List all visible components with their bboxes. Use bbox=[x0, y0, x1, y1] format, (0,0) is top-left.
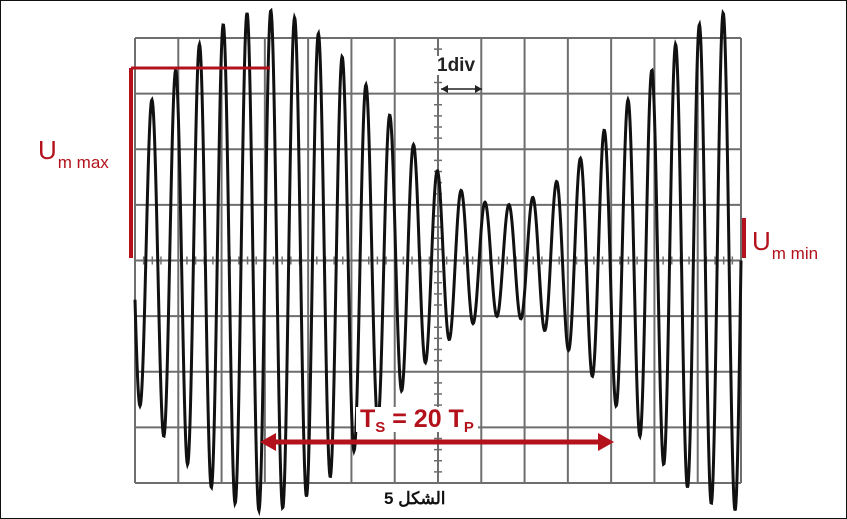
umax-label: Um max bbox=[38, 135, 109, 172]
umin-label: Um min bbox=[752, 226, 819, 263]
division-arrow-head-left bbox=[441, 85, 448, 93]
annotations bbox=[129, 66, 746, 451]
signal-trace bbox=[133, 7, 743, 517]
period-arrow-head-left bbox=[260, 433, 276, 451]
period-label: TS = 20 TP bbox=[356, 407, 478, 435]
division-arrow-head-right bbox=[475, 85, 482, 93]
division-label: 1div bbox=[434, 56, 479, 75]
period-arrow-head-right bbox=[598, 433, 614, 451]
figure-caption: الشكل 5 bbox=[380, 490, 450, 507]
